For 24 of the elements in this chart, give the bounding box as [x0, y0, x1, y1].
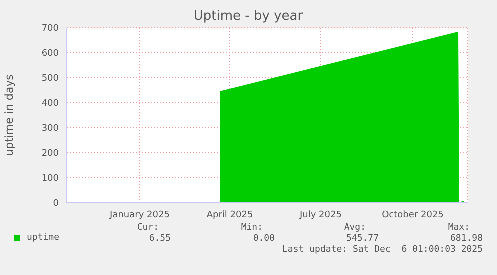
y-tick-label: 300 [42, 124, 60, 134]
y-tick-label: 600 [42, 49, 60, 60]
text: Max: [448, 223, 470, 233]
y-axis-title: uptime in days [2, 74, 16, 156]
y-tick-label: 500 [42, 74, 60, 84]
x-tick-label: October 2025 [382, 210, 444, 220]
text: 545.77 [346, 234, 379, 244]
chart-title: Uptime - by year [192, 9, 304, 24]
text: Min: [241, 223, 263, 233]
text: Cur: [136, 223, 159, 233]
x-tick-label: April 2025 [206, 210, 254, 220]
text: 0.00 [253, 234, 275, 244]
y-tick-label: 400 [42, 99, 60, 110]
legend-label: uptime [27, 233, 60, 243]
y-tick-label: 700 [42, 24, 60, 34]
text: 681.98 [450, 234, 483, 244]
text: 6.55 [149, 234, 171, 244]
y-tick-label: 100 [42, 174, 60, 184]
x-tick-label: January 2025 [109, 210, 170, 220]
y-tick-label: 0 [53, 199, 60, 210]
x-tick-label: July 2025 [299, 210, 342, 220]
y-tick-label: 200 [42, 149, 60, 160]
text: Avg: [344, 223, 366, 233]
text: Last update: Sat Dec 6 01:00:03 2025 [282, 245, 483, 255]
